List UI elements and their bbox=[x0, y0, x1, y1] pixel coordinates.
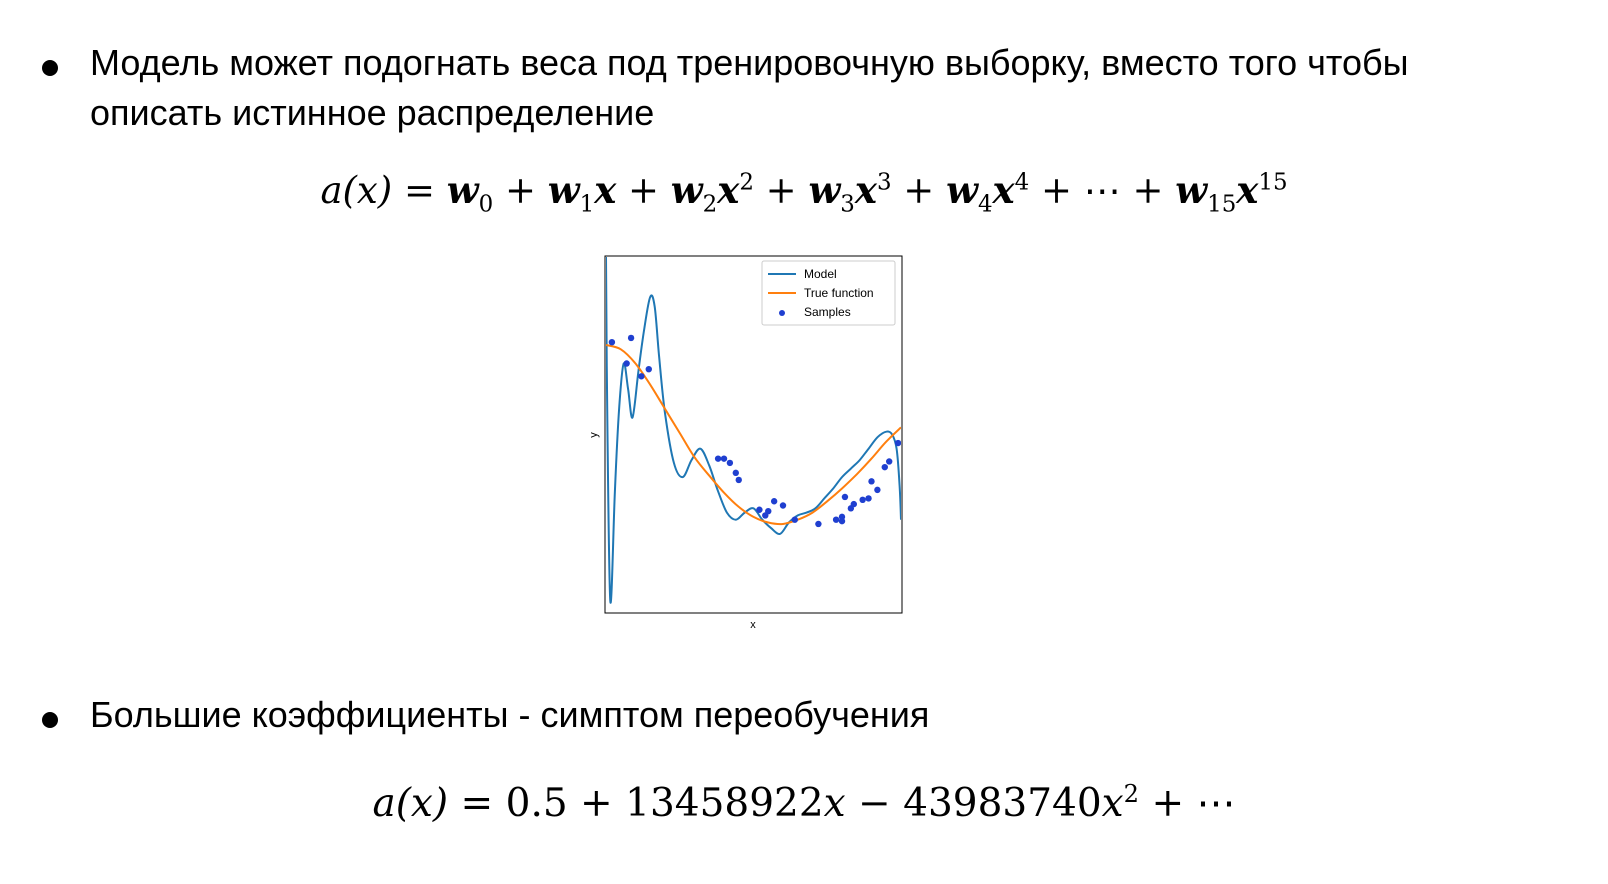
model-formula: a(x) = w0 + w1x + w2x2 + w3x3 + w4x4 + ⋯… bbox=[320, 168, 1288, 218]
sample-point bbox=[645, 365, 652, 373]
bullet-text: Модель может подогнать веса под трениров… bbox=[90, 42, 1409, 133]
sample-point bbox=[886, 458, 893, 465]
legend-samples-label: Samples bbox=[804, 305, 851, 319]
sample-point bbox=[756, 506, 763, 513]
bullet-item-1: Модель может подогнать веса под трениров… bbox=[42, 38, 1530, 138]
formula-term: w bbox=[670, 168, 703, 212]
sample-point bbox=[881, 463, 888, 471]
formula-sub: 15 bbox=[1207, 191, 1237, 218]
coefficient-1: 13458922 bbox=[625, 781, 824, 826]
formula-sup: 4 bbox=[1014, 169, 1030, 196]
true-function-line bbox=[606, 344, 901, 526]
sample-point bbox=[608, 339, 616, 346]
sample-point bbox=[726, 459, 734, 467]
formula-term: x bbox=[992, 168, 1015, 212]
sample-point bbox=[832, 516, 840, 523]
formula-ellipsis: ⋯ bbox=[1083, 169, 1121, 212]
formula-term: w bbox=[547, 168, 580, 212]
coefficient-0: 0.5 bbox=[505, 781, 568, 826]
sample-point bbox=[765, 507, 772, 515]
sample-point bbox=[859, 496, 866, 504]
legend-samples-swatch bbox=[779, 310, 785, 316]
formula-sup: 15 bbox=[1258, 169, 1288, 196]
bullet-dot bbox=[42, 60, 58, 76]
sample-point bbox=[714, 455, 722, 462]
formula-sup: 2 bbox=[739, 169, 754, 196]
sample-point bbox=[838, 517, 846, 525]
formula-sub: 0 bbox=[478, 191, 494, 218]
legend: Model True function Samples bbox=[761, 260, 896, 326]
sample-point bbox=[720, 455, 728, 462]
formula-var: x bbox=[823, 781, 846, 826]
bullet-dot bbox=[42, 712, 58, 728]
formula-sub: 2 bbox=[702, 191, 718, 218]
formula-term: x bbox=[717, 168, 740, 212]
coefficient-2: 43983740 bbox=[903, 781, 1102, 826]
formula-term: w bbox=[1175, 168, 1208, 212]
sample-point bbox=[865, 495, 872, 502]
legend-model-label: Model bbox=[804, 267, 837, 281]
formula-lhs: a(x) bbox=[372, 781, 449, 826]
formula-term: x bbox=[854, 168, 877, 212]
sample-point bbox=[850, 500, 857, 508]
legend-box bbox=[761, 260, 896, 326]
formula-term: x bbox=[594, 168, 617, 212]
overfitting-chart: x y Model True function Samples bbox=[588, 255, 903, 631]
sample-point bbox=[732, 469, 739, 477]
formula-sup: 3 bbox=[876, 169, 892, 196]
plot-area bbox=[606, 257, 901, 604]
formula-term: w bbox=[946, 168, 978, 212]
sample-point bbox=[791, 516, 798, 523]
formula-term: w bbox=[808, 168, 841, 212]
bullet-text: Большие коэффициенты - симптом переобуче… bbox=[90, 694, 930, 735]
model-line bbox=[606, 257, 901, 604]
formula-term: x bbox=[1236, 168, 1259, 212]
sample-point bbox=[874, 486, 881, 494]
sample-point bbox=[841, 493, 849, 501]
formula-sub: 4 bbox=[977, 191, 993, 218]
sample-point bbox=[627, 334, 635, 342]
formula-sub: 3 bbox=[840, 191, 855, 218]
formula-sup: 2 bbox=[1123, 780, 1140, 808]
sample-point bbox=[815, 520, 822, 528]
bullet-item-2: Большие коэффициенты - симптом переобуче… bbox=[42, 690, 1530, 740]
sample-point bbox=[638, 373, 645, 380]
sample-point bbox=[868, 478, 875, 485]
formula-term: w bbox=[446, 168, 479, 212]
legend-true-function-label: True function bbox=[804, 286, 874, 300]
sample-point bbox=[779, 502, 787, 509]
formula-sub: 1 bbox=[579, 191, 595, 218]
sample-point bbox=[894, 439, 901, 447]
formula-var: x bbox=[1101, 781, 1124, 826]
formula-ellipsis: ⋯ bbox=[1196, 781, 1236, 826]
sample-point bbox=[735, 476, 742, 484]
sample-point bbox=[770, 498, 778, 505]
coefficients-formula: a(x) = 0.5 + 13458922x − 43983740x2 + ⋯ bbox=[372, 780, 1236, 826]
x-axis-label: x bbox=[750, 619, 756, 631]
y-axis-label: y bbox=[588, 432, 600, 438]
formula-lhs: a(x) bbox=[320, 169, 393, 212]
sample-point bbox=[623, 360, 630, 367]
